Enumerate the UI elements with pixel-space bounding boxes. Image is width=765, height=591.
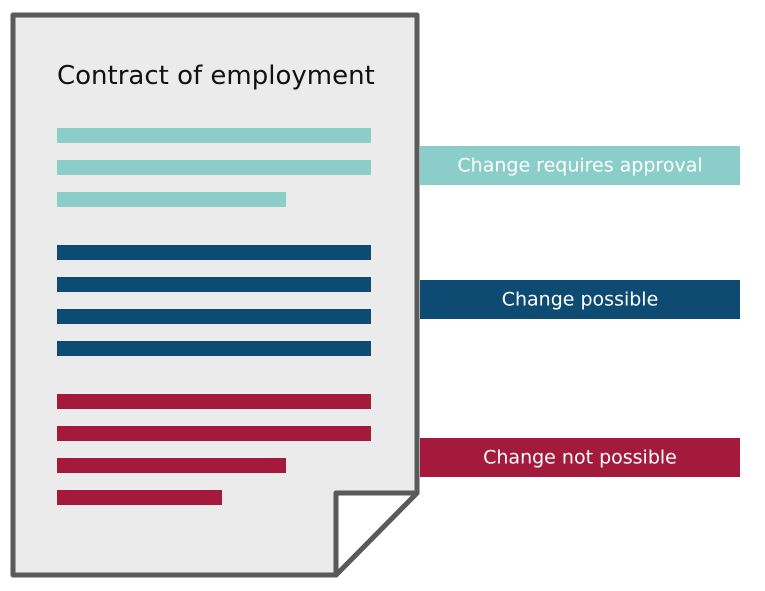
label-box — [420, 438, 740, 477]
label: Change possible — [502, 289, 659, 311]
label: Change not possible — [483, 447, 677, 469]
label: Change requires approval — [457, 155, 702, 177]
page-fold — [333, 490, 420, 578]
approval-lines — [57, 128, 371, 207]
label-box — [420, 280, 740, 319]
document-title: Contract of employment — [57, 61, 375, 91]
not-possible-lines — [57, 394, 371, 505]
possible-lines — [57, 245, 371, 356]
label-box — [420, 146, 740, 185]
